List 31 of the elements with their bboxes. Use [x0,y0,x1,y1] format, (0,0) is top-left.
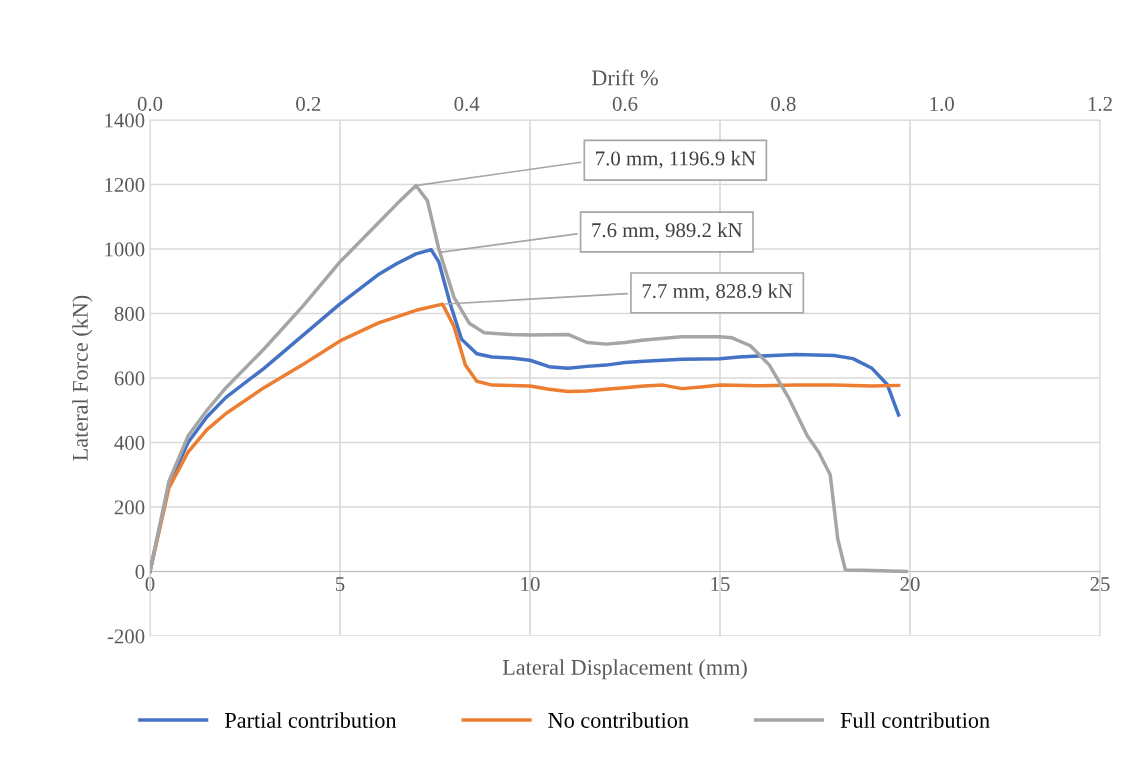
y-tick-label: 1000 [105,242,145,257]
y-tick-label: 0 [135,564,145,579]
x-tick-label: 15 [711,577,730,592]
x-tick-label: 0 [145,576,155,592]
x2-axis-title: Drift % [592,69,658,86]
x2-tick-label: 0.4 [454,96,480,111]
y-tick-label: -200 [107,629,145,644]
annotation: 7.7 mm, 828.9 kN [642,283,793,302]
legend-label: No contribution [548,712,689,728]
annotation: 7.6 mm, 989.2 kN [592,222,743,241]
x2-tick-label: 0.2 [296,96,321,111]
legend-label: Partial contribution [224,712,397,728]
y-tick-label: 400 [114,435,145,450]
x2-tick-label: 0.0 [137,96,163,111]
x2-tick-label: 0.8 [771,96,796,111]
y-tick-label: 600 [114,371,145,386]
x-tick-label: 20 [900,576,920,592]
x2-tick-label: 1.2 [1088,96,1112,111]
x2-tick-label: 1.0 [930,96,954,111]
legend-label: Full contribution [840,712,990,728]
y-axis-title: Lateral Force (kN) [72,295,93,461]
x-axis-title: Lateral Displacement (mm) [502,659,747,680]
y-tick-label: 1400 [105,113,145,128]
x-tick-label: 10 [521,576,540,592]
x-tick-label: 5 [336,577,345,592]
y-tick-label: 1200 [105,177,145,192]
annotation: 7.0 mm, 1196.9 kN [596,150,756,169]
x2-tick-label: 0.6 [612,96,638,111]
y-tick-label: 800 [114,306,145,321]
x-tick-label: 25 [1090,577,1110,592]
y-tick-label: 200 [114,500,145,515]
